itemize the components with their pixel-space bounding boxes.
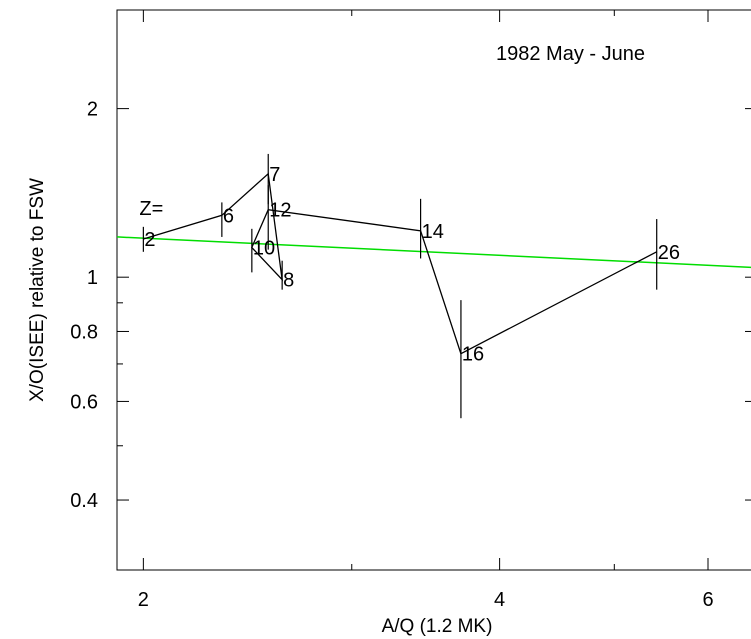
point-label: 26 [658,242,680,264]
point-label: 8 [283,270,294,292]
x-tick-label: 2 [138,589,149,611]
point-label: 10 [253,237,275,259]
point-label: 14 [422,221,444,243]
y-axis-title: X/O(ISEE) relative to FSW [27,178,48,402]
y-tick-label: 0.4 [70,490,98,512]
tick-layer: 2 4 60.40.60.812 [70,9,751,611]
x-tick-label: 4 [494,589,505,611]
y-tick-label: 1 [87,267,98,289]
fit-layer [116,236,751,269]
plot-frame [116,9,751,571]
y-tick-label: 2 [87,99,98,121]
fit-line [116,236,751,269]
z-prefix-label: Z= [139,198,163,220]
point-label: 16 [462,344,484,366]
data-line [143,172,658,355]
point-label: 12 [269,200,291,222]
point-label: 2 [144,229,155,251]
point-label: 7 [269,164,280,186]
y-tick-label: 0.8 [70,321,98,343]
x-tick-label: 6 [702,589,713,611]
series-layer [142,153,658,419]
point-label: 6 [223,205,234,227]
y-tick-label: 0.6 [70,391,98,413]
x-axis-title: A/Q (1.2 MK) [382,616,493,637]
chart-annotation: 1982 May - June [496,43,645,65]
